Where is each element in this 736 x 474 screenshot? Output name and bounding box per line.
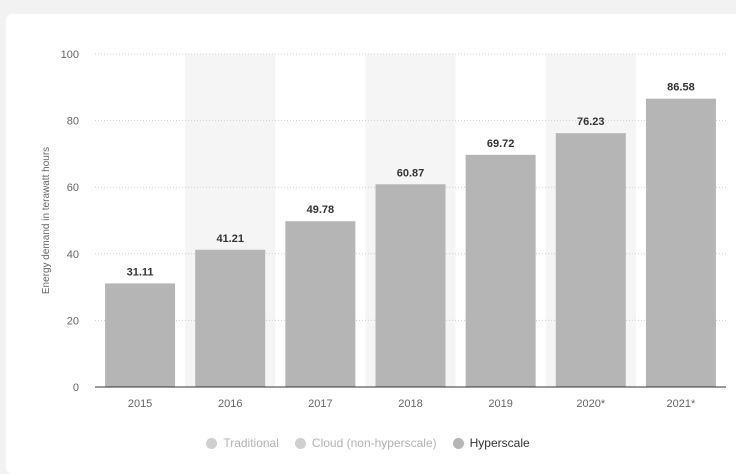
x-tick-label: 2017 bbox=[308, 398, 332, 410]
bar bbox=[285, 221, 356, 387]
bars bbox=[105, 98, 716, 387]
value-label: 76.23 bbox=[577, 116, 605, 128]
bar bbox=[645, 98, 716, 387]
y-tick-label: 0 bbox=[73, 382, 79, 394]
legend-label-cloud: Cloud (non-hyperscale) bbox=[311, 436, 437, 450]
legend: Traditional Cloud (non-hyperscale) Hyper… bbox=[0, 436, 736, 450]
legend-label-hyperscale: Hyperscale bbox=[469, 436, 530, 450]
value-labels: 31.11 41.21 49.78 60.87 69.72 76.23 86.58 bbox=[127, 82, 695, 279]
legend-swatch-hyperscale bbox=[452, 437, 464, 449]
y-tick-label: 60 bbox=[67, 182, 79, 194]
legend-item-hyperscale[interactable]: Hyperscale bbox=[452, 436, 530, 450]
value-label: 86.58 bbox=[667, 82, 695, 94]
y-tick-label: 20 bbox=[67, 315, 79, 327]
x-tick-label: 2018 bbox=[398, 398, 422, 410]
x-tick-label: 2015 bbox=[128, 398, 152, 410]
x-tick-label: 2021* bbox=[667, 398, 696, 410]
x-axis-ticks: 2015 2016 2017 2018 2019 2020* 2021* bbox=[128, 398, 696, 410]
value-label: 69.72 bbox=[487, 138, 515, 150]
bar-chart: 0 20 40 60 80 100 31.11 41.21 49.78 60.87 69.72 76… bbox=[41, 49, 726, 410]
x-tick-label: 2019 bbox=[488, 398, 512, 410]
value-label: 49.78 bbox=[307, 204, 335, 216]
y-axis-label: Energy demand in terawatt hours bbox=[41, 147, 52, 294]
x-tick-label: 2020* bbox=[576, 398, 605, 410]
bar bbox=[555, 133, 626, 387]
bar bbox=[465, 154, 536, 387]
bar bbox=[375, 184, 446, 387]
x-tick-label: 2016 bbox=[218, 398, 242, 410]
y-axis-ticks: 0 20 40 60 80 100 bbox=[61, 49, 79, 394]
y-tick-label: 80 bbox=[67, 116, 79, 128]
y-tick-label: 100 bbox=[61, 49, 79, 61]
bar bbox=[105, 283, 176, 387]
y-tick-label: 40 bbox=[67, 249, 79, 261]
bar bbox=[195, 249, 266, 387]
legend-swatch-cloud bbox=[294, 437, 306, 449]
legend-item-cloud[interactable]: Cloud (non-hyperscale) bbox=[294, 436, 437, 450]
value-label: 41.21 bbox=[216, 233, 244, 245]
value-label: 60.87 bbox=[397, 167, 425, 179]
value-label: 31.11 bbox=[127, 266, 154, 278]
legend-label-traditional: Traditional bbox=[223, 436, 279, 450]
legend-swatch-traditional bbox=[206, 437, 218, 449]
legend-item-traditional[interactable]: Traditional bbox=[206, 436, 279, 450]
